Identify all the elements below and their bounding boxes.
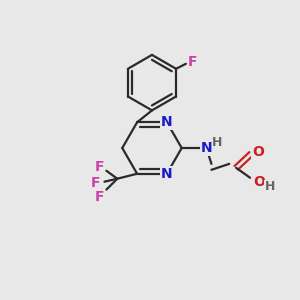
Text: N: N xyxy=(201,141,212,155)
Text: F: F xyxy=(95,160,104,174)
Text: F: F xyxy=(91,176,100,190)
Text: H: H xyxy=(212,136,223,148)
Text: O: O xyxy=(253,175,265,189)
Text: O: O xyxy=(252,145,264,159)
Text: N: N xyxy=(161,167,173,181)
Text: F: F xyxy=(95,190,104,203)
Text: F: F xyxy=(188,55,198,69)
Text: H: H xyxy=(265,180,275,193)
Text: N: N xyxy=(161,115,173,129)
